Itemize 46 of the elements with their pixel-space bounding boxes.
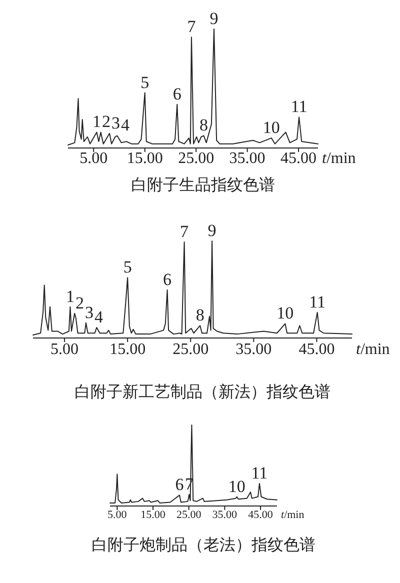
annotation: 2 (102, 112, 110, 132)
x-axis-title: t/min (356, 341, 390, 358)
text: 白附子炮制品（老法）指纹色谱 (92, 535, 316, 554)
annotation: 7 (187, 17, 196, 36)
x-tick-label: 25.00 (176, 509, 202, 521)
text: 白附子新工艺制品（新法）指纹色谱 (74, 382, 330, 401)
text: 白附子生品指纹色谱 (131, 175, 275, 194)
annotation: 10 (262, 118, 280, 138)
annotation: 4 (120, 116, 130, 135)
annotation: 8 (200, 116, 208, 135)
annotation: 4 (94, 307, 104, 326)
x-tick-label: 45.00 (280, 150, 317, 167)
x-tick-label: 35.00 (229, 150, 266, 167)
x-tick-label: 15.00 (140, 509, 166, 521)
annotation: 5 (123, 258, 132, 277)
annotation: 10 (276, 304, 294, 323)
annotation: 8 (196, 306, 204, 325)
annotation: 9 (208, 221, 216, 240)
annotation: 3 (111, 113, 120, 132)
x-tick-label: 5.00 (50, 341, 79, 358)
annotation: 6 (172, 84, 182, 104)
annotation: 1 (66, 286, 74, 306)
annotation: 11 (309, 292, 326, 312)
x-tick-label: 45.00 (298, 341, 335, 358)
annotation: 2 (75, 293, 84, 312)
x-tick-label: 25.00 (172, 341, 209, 358)
x-tick-label: 45.00 (248, 509, 274, 521)
x-tick-label: 35.00 (212, 509, 238, 521)
x-tick-label: 15.00 (110, 341, 146, 358)
annotation: 6 (163, 270, 172, 289)
x-tick-label: 5.00 (80, 150, 108, 167)
annotation: 10 (228, 476, 246, 496)
x-tick-label: 35.00 (236, 341, 272, 358)
annotation: 3 (84, 302, 94, 322)
annotation: 9 (210, 9, 218, 28)
x-tick-label: 25.00 (178, 150, 214, 167)
annotation: 6 (175, 475, 184, 494)
x-axis-title: t/min (281, 509, 305, 521)
annotation: 11 (290, 97, 308, 116)
annotation: 5 (140, 72, 150, 92)
x-tick-label: 15.00 (126, 150, 163, 167)
annotation: 1 (92, 112, 101, 132)
annotation: 7 (180, 222, 190, 241)
annotation: 11 (251, 464, 268, 482)
x-axis-title: t/min (322, 150, 356, 167)
x-tick-label: 5.00 (108, 509, 128, 521)
